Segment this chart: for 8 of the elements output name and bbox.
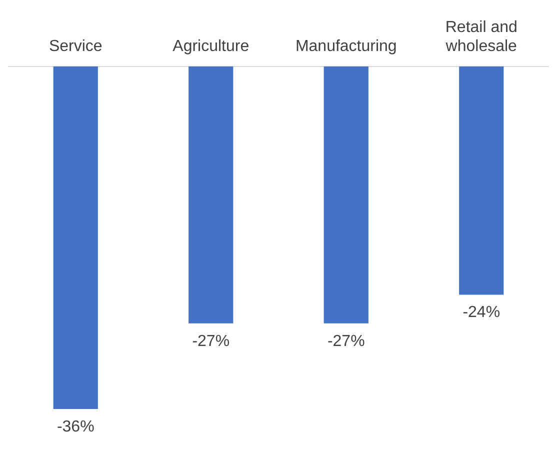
x-tick-label: Retail and wholesale: [444, 19, 518, 56]
data-label: -27%: [327, 332, 365, 350]
data-label: -24%: [462, 304, 500, 322]
x-tick-label: Agriculture: [172, 38, 250, 56]
x-tick-label: Service: [48, 38, 102, 56]
data-label: -27%: [192, 332, 230, 350]
x-tick-label: Manufacturing: [295, 38, 397, 56]
data-label: -36%: [56, 418, 94, 436]
